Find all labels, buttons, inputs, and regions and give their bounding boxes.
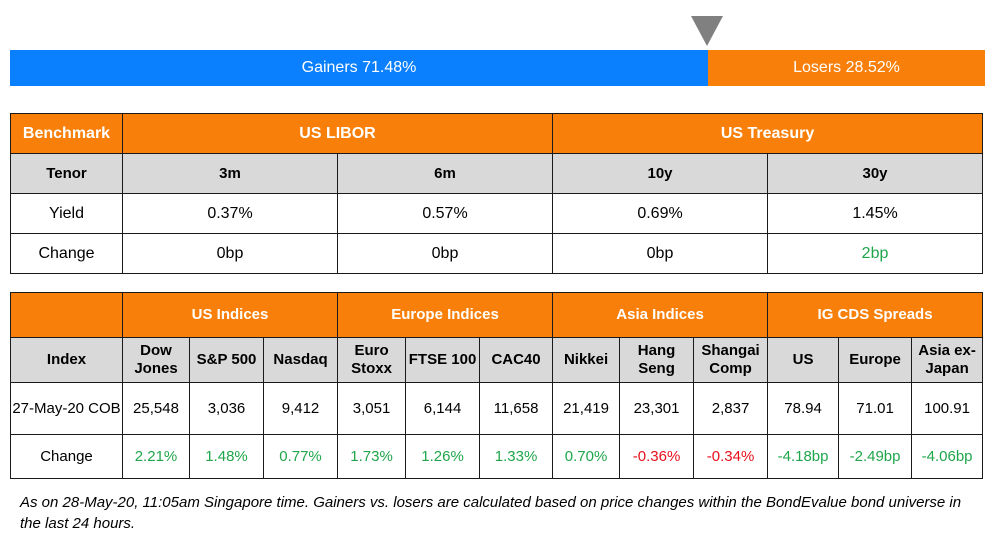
europe-indices-header: Europe Indices: [337, 292, 554, 338]
index-change-row: Change 2.21% 1.48% 0.77% 1.73% 1.26% 1.3…: [10, 434, 984, 479]
index-value: 3,051: [337, 382, 407, 435]
benchmark-table: Benchmark US LIBOR US Treasury Tenor 3m …: [10, 113, 984, 274]
tenor-cell: 30y: [767, 153, 984, 194]
index-name: Europe: [838, 337, 913, 383]
asia-indices-header: Asia Indices: [552, 292, 769, 338]
index-value: 2,837: [693, 382, 769, 435]
indices-group-row: US Indices Europe Indices Asia Indices I…: [10, 292, 984, 338]
yield-label: Yield: [10, 193, 123, 234]
index-change: 1.33%: [479, 434, 554, 479]
change-cell: 2bp: [767, 233, 984, 274]
index-name: Nasdaq: [262, 337, 339, 383]
gainers-segment: Gainers 71.48%: [10, 50, 708, 86]
date-label: 27-May-20 COB: [10, 382, 123, 435]
tenor-row: Tenor 3m 6m 10y 30y: [10, 153, 984, 194]
blank-header: [10, 292, 123, 338]
index-change: 1.73%: [337, 434, 407, 479]
index-name: Nikkei: [552, 337, 621, 383]
index-change: 1.48%: [189, 434, 264, 479]
change-cell: 0bp: [122, 233, 338, 274]
index-value: 71.01: [838, 382, 913, 435]
index-value: 21,419: [552, 382, 621, 435]
tenor-cell: 3m: [122, 153, 338, 194]
tenor-cell: 6m: [336, 153, 554, 194]
yield-row: Yield 0.37% 0.57% 0.69% 1.45%: [10, 193, 984, 234]
index-value-row: 27-May-20 COB 25,548 3,036 9,412 3,051 6…: [10, 382, 984, 435]
index-change: -4.06bp: [911, 434, 984, 479]
index-name: Asia ex-Japan: [911, 337, 984, 383]
index-name: Shangai Comp: [693, 337, 769, 383]
change-row: Change 0bp 0bp 0bp 2bp: [10, 233, 984, 274]
index-value: 100.91: [911, 382, 984, 435]
split-pointer-icon: [691, 16, 723, 46]
index-change: 0.77%: [262, 434, 339, 479]
change-cell: 0bp: [336, 233, 554, 274]
index-label: Index: [10, 337, 123, 383]
indices-table: US Indices Europe Indices Asia Indices I…: [10, 292, 984, 479]
index-value: 78.94: [767, 382, 840, 435]
index-change: -0.36%: [619, 434, 695, 479]
change-label: Change: [10, 434, 123, 479]
index-name: CAC40: [479, 337, 554, 383]
index-change: -0.34%: [693, 434, 769, 479]
index-change: -4.18bp: [767, 434, 840, 479]
index-name: Euro Stoxx: [337, 337, 407, 383]
index-name: Hang Seng: [619, 337, 695, 383]
index-value: 25,548: [122, 382, 190, 435]
index-value: 11,658: [479, 382, 554, 435]
us-libor-header: US LIBOR: [121, 113, 554, 154]
tenor-label: Tenor: [10, 153, 123, 194]
change-cell: 0bp: [552, 233, 769, 274]
index-value: 9,412: [262, 382, 339, 435]
index-value: 3,036: [189, 382, 264, 435]
gainers-losers-bar: Gainers 71.48% Losers 28.52%: [10, 50, 985, 86]
index-change: 2.21%: [122, 434, 190, 479]
us-indices-header: US Indices: [121, 292, 339, 338]
yield-cell: 0.57%: [336, 193, 554, 234]
losers-segment: Losers 28.52%: [708, 50, 985, 86]
footnote: As on 28-May-20, 11:05am Singapore time.…: [20, 494, 962, 532]
index-name: S&P 500: [189, 337, 264, 383]
yield-cell: 1.45%: [767, 193, 984, 234]
index-name: US: [767, 337, 840, 383]
index-name: FTSE 100: [405, 337, 481, 383]
ig-cds-spreads-header: IG CDS Spreads: [767, 292, 984, 338]
index-change: -2.49bp: [838, 434, 913, 479]
yield-cell: 0.37%: [122, 193, 338, 234]
us-treasury-header: US Treasury: [552, 113, 984, 154]
index-change: 1.26%: [405, 434, 481, 479]
tenor-cell: 10y: [552, 153, 769, 194]
yield-cell: 0.69%: [552, 193, 769, 234]
index-name: Dow Jones: [122, 337, 190, 383]
index-name-row: Index Dow Jones S&P 500 Nasdaq Euro Stox…: [10, 337, 984, 383]
change-label: Change: [10, 233, 123, 274]
index-change: 0.70%: [552, 434, 621, 479]
index-value: 23,301: [619, 382, 695, 435]
benchmark-header-row: Benchmark US LIBOR US Treasury: [10, 113, 984, 154]
benchmark-header: Benchmark: [10, 113, 123, 154]
index-value: 6,144: [405, 382, 481, 435]
